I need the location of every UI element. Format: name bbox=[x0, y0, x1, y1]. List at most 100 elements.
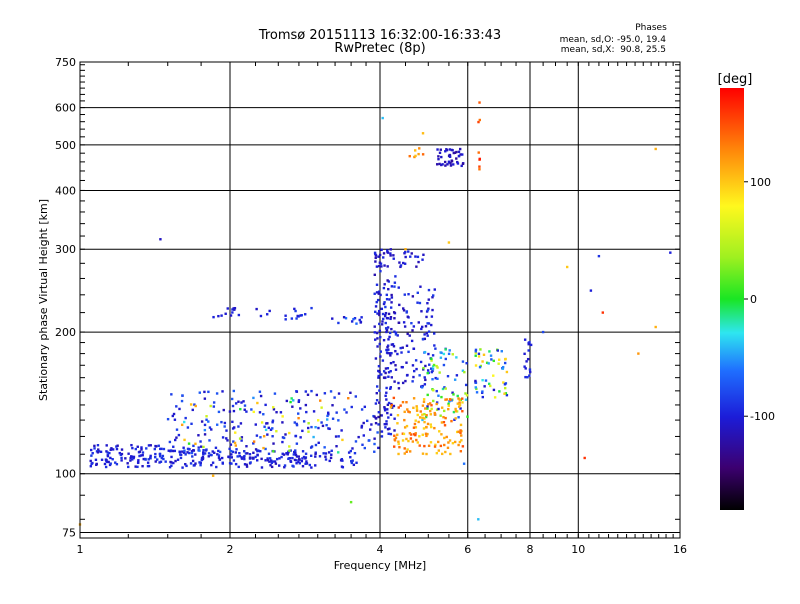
data-point bbox=[478, 118, 481, 122]
data-point bbox=[89, 459, 92, 463]
data-point bbox=[443, 160, 447, 164]
data-point bbox=[205, 415, 208, 418]
data-point bbox=[226, 439, 229, 442]
data-point bbox=[234, 462, 238, 466]
data-point bbox=[383, 264, 386, 267]
colorbar-tick-label: -100 bbox=[750, 410, 775, 423]
data-point bbox=[428, 402, 432, 405]
data-point bbox=[304, 390, 308, 393]
data-point bbox=[319, 399, 322, 402]
data-point bbox=[459, 407, 462, 410]
data-point bbox=[504, 357, 507, 361]
data-point bbox=[210, 428, 213, 431]
data-point bbox=[415, 367, 418, 371]
data-point bbox=[124, 457, 127, 460]
data-point bbox=[140, 448, 143, 451]
data-point bbox=[324, 455, 327, 458]
data-point bbox=[387, 375, 390, 378]
data-point bbox=[375, 265, 379, 268]
data-point bbox=[352, 463, 356, 467]
data-point bbox=[256, 401, 259, 405]
data-point bbox=[154, 452, 157, 456]
data-point bbox=[382, 302, 386, 306]
data-point bbox=[394, 436, 398, 440]
data-point bbox=[390, 376, 393, 379]
data-point bbox=[386, 411, 389, 415]
data-point bbox=[375, 385, 379, 388]
data-point bbox=[384, 311, 388, 315]
data-point bbox=[387, 287, 390, 291]
data-point bbox=[217, 410, 221, 414]
data-point bbox=[183, 449, 186, 452]
data-point bbox=[475, 391, 479, 394]
data-point bbox=[389, 361, 393, 365]
data-point bbox=[177, 433, 181, 437]
data-point bbox=[438, 162, 441, 166]
data-point bbox=[127, 452, 130, 455]
data-point bbox=[380, 430, 384, 433]
data-point bbox=[354, 440, 358, 443]
data-point bbox=[490, 358, 493, 361]
data-point bbox=[366, 419, 369, 423]
data-point bbox=[264, 428, 268, 432]
data-point bbox=[408, 334, 411, 337]
data-point bbox=[438, 151, 442, 154]
data-point bbox=[203, 452, 207, 455]
data-point bbox=[387, 312, 391, 316]
data-point bbox=[289, 449, 292, 452]
data-point bbox=[408, 154, 411, 158]
data-point bbox=[408, 410, 411, 414]
data-point bbox=[183, 438, 186, 442]
data-point bbox=[523, 352, 526, 356]
data-point bbox=[225, 437, 228, 440]
data-point bbox=[304, 313, 307, 316]
data-point bbox=[378, 342, 381, 346]
data-point bbox=[232, 307, 235, 310]
data-point bbox=[180, 423, 184, 427]
data-point bbox=[427, 352, 430, 356]
data-point bbox=[416, 301, 419, 304]
data-point bbox=[248, 456, 252, 459]
data-point bbox=[461, 162, 465, 166]
data-point bbox=[265, 313, 269, 316]
data-point bbox=[404, 250, 407, 254]
data-point bbox=[474, 351, 477, 355]
data-point bbox=[379, 293, 382, 297]
data-point bbox=[452, 151, 455, 155]
data-point bbox=[207, 452, 211, 455]
data-point bbox=[347, 397, 350, 400]
data-point bbox=[127, 465, 130, 469]
data-point bbox=[149, 454, 152, 458]
data-point bbox=[481, 378, 484, 382]
data-point bbox=[427, 330, 431, 333]
data-point bbox=[202, 445, 205, 449]
data-point bbox=[380, 265, 383, 268]
data-point bbox=[397, 452, 400, 456]
data-point bbox=[271, 421, 274, 424]
data-point bbox=[384, 426, 387, 429]
data-point bbox=[464, 392, 467, 395]
data-point bbox=[321, 424, 325, 428]
data-point bbox=[474, 386, 477, 389]
data-point bbox=[317, 441, 320, 444]
data-point bbox=[147, 458, 150, 461]
data-point bbox=[289, 459, 292, 463]
data-point bbox=[435, 364, 438, 368]
data-point bbox=[457, 150, 461, 154]
data-point bbox=[457, 416, 460, 419]
data-point bbox=[252, 410, 255, 414]
data-point bbox=[399, 346, 402, 350]
data-point bbox=[418, 435, 421, 438]
data-point bbox=[392, 404, 396, 408]
data-point bbox=[231, 420, 234, 424]
data-point bbox=[178, 450, 182, 454]
data-point bbox=[465, 362, 468, 365]
chart-title: Tromsø 20151113 16:32:00-16:33:43 bbox=[258, 28, 501, 43]
data-point bbox=[183, 420, 186, 424]
data-point bbox=[443, 424, 447, 427]
data-point bbox=[175, 436, 178, 439]
data-point bbox=[386, 367, 390, 370]
data-point bbox=[353, 451, 357, 455]
data-point bbox=[436, 366, 439, 369]
data-point bbox=[376, 345, 379, 348]
